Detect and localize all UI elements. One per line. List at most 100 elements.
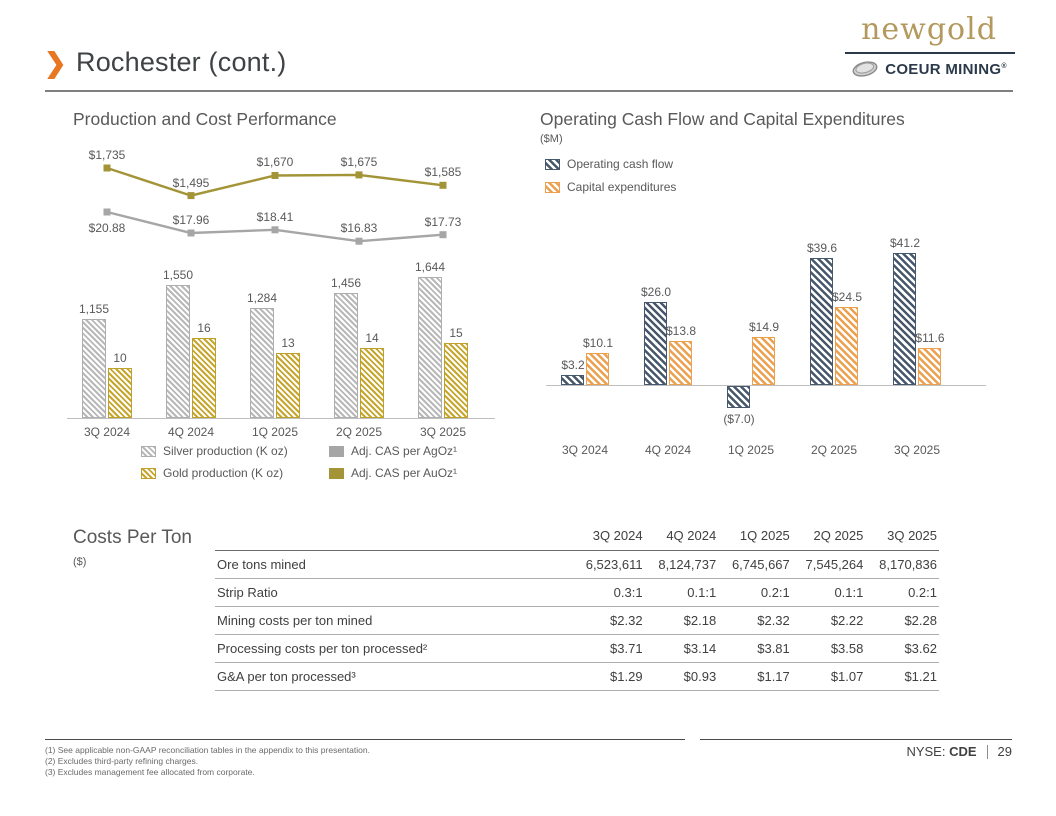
x-axis — [67, 418, 495, 419]
operating-cash-flow-bar — [727, 386, 750, 408]
x-axis — [546, 385, 986, 386]
coeur-logo: COEUR MINING® — [843, 59, 1015, 79]
x-axis-label: 2Q 2025 — [335, 425, 383, 439]
column-header: 3Q 2025 — [865, 524, 939, 551]
cashflow-chart-subtitle: ($M) — [540, 133, 563, 145]
x-axis-label: 1Q 2025 — [727, 443, 775, 457]
operating-cash-flow-swatch — [545, 158, 560, 170]
cas-agoz-value: $20.88 — [88, 221, 126, 235]
coeur-logo-text: COEUR MINING® — [885, 60, 1007, 78]
footnote-1: (1) See applicable non-GAAP reconciliati… — [45, 745, 370, 755]
cell-value: $1.17 — [718, 662, 792, 691]
gold-bar-value: 10 — [113, 351, 127, 365]
silver-bar — [418, 277, 442, 418]
costs-table-subtitle: ($) — [73, 556, 87, 568]
gold-bar — [360, 348, 384, 418]
cell-value: $2.32 — [718, 606, 792, 635]
legend-label: Operating cash flow — [567, 157, 674, 171]
footnotes: (1) See applicable non-GAAP reconciliati… — [45, 745, 370, 778]
cas-auoz-value: $1,670 — [256, 155, 294, 169]
legend-label: Gold production (K oz) — [163, 466, 284, 480]
capital-expenditures-bar — [918, 348, 941, 385]
operating-cash-flow-value: $41.2 — [889, 236, 921, 250]
x-axis-label: 3Q 2024 — [83, 425, 131, 439]
cell-value: $3.58 — [791, 634, 866, 663]
x-axis-label: 1Q 2025 — [251, 425, 299, 439]
table-row: Mining costs per ton mined $2.32 $2.18 $2.3… — [215, 606, 939, 635]
cashflow-legend: Operating cash flow Capital expenditures — [545, 157, 676, 194]
legend-item-cas-auoz: Adj. CAS per AuOz¹ — [329, 466, 457, 480]
column-header: 1Q 2025 — [718, 524, 792, 551]
chevron-icon: ❯ — [44, 48, 67, 78]
gold-bar-value: 16 — [197, 321, 211, 335]
cell-value: $1.29 — [571, 662, 645, 691]
cas-agoz-value: $18.41 — [256, 210, 294, 224]
cas-agoz-swatch — [329, 445, 344, 457]
gold-bar — [276, 353, 300, 418]
cas-agoz-value: $17.96 — [172, 213, 210, 227]
table-row: G&A per ton processed³ $1.29 $0.93 $1.17 $1.… — [215, 662, 939, 691]
cas-auoz-swatch — [329, 467, 344, 479]
silver-bar — [82, 319, 106, 418]
cas-agoz-line-marker — [103, 208, 111, 216]
cell-value: $3.14 — [644, 634, 719, 663]
page-number: 29 — [997, 744, 1012, 759]
capital-expenditures-swatch — [545, 181, 560, 193]
capital-expenditures-value: $24.5 — [831, 290, 863, 304]
ticker-label: NYSE: — [906, 744, 946, 759]
silver-bar — [166, 285, 190, 418]
cas-auoz-value: $1,495 — [172, 176, 210, 190]
coin-icon — [852, 61, 878, 77]
newgold-logo: newgold — [843, 13, 1015, 46]
legend-item-cas-agoz: Adj. CAS per AgOz¹ — [329, 444, 457, 458]
silver-bar-value: 1,456 — [330, 276, 362, 290]
capital-expenditures-value: $11.6 — [915, 331, 945, 345]
cell-value: $2.28 — [865, 606, 939, 635]
ticker-symbol: CDE — [949, 744, 977, 759]
cell-value: $3.71 — [571, 634, 645, 663]
production-legend: Silver production (K oz) Adj. CAS per Ag… — [141, 444, 457, 480]
cashflow-chart: $3.2 $10.1 3Q 2024 $26.0 $13.8 4Q 2024 ($7.0) $… — [540, 200, 992, 465]
footer-rule-right — [700, 739, 1012, 740]
x-axis-label: 4Q 2024 — [644, 443, 692, 457]
operating-cash-flow-value: ($7.0) — [723, 412, 755, 426]
footnote-3: (3) Excludes management fee allocated fr… — [45, 767, 255, 777]
row-label: Ore tons mined — [215, 550, 571, 579]
cell-value: 0.1:1 — [644, 578, 719, 607]
footnote-2: (2) Excludes third-party refining charge… — [45, 756, 199, 766]
cell-value: 0.2:1 — [718, 578, 792, 607]
column-header: 4Q 2024 — [644, 524, 719, 551]
header-rule — [45, 90, 1013, 92]
row-label: Mining costs per ton mined — [215, 606, 571, 635]
gold-production-swatch — [141, 467, 156, 479]
capital-expenditures-bar — [752, 337, 775, 385]
operating-cash-flow-bar — [810, 258, 833, 385]
legend-item-silver-production: Silver production (K oz) — [141, 444, 329, 458]
silver-bar-value: 1,644 — [414, 260, 446, 274]
capital-expenditures-bar — [835, 307, 858, 385]
cas-auoz-line-marker — [103, 164, 111, 172]
table-row: Processing costs per ton processed² $3.71… — [215, 634, 939, 663]
cell-value: $1.07 — [791, 662, 866, 691]
cas-auoz-line-marker — [439, 181, 447, 189]
x-axis-label: 3Q 2025 — [893, 443, 941, 457]
legend-item-gold-production: Gold production (K oz) — [141, 466, 329, 480]
x-axis-label: 3Q 2024 — [561, 443, 609, 457]
legend-item-capital-expenditures: Capital expenditures — [545, 180, 676, 194]
cas-auoz-value: $1,675 — [340, 155, 378, 169]
cell-value: 6,745,667 — [718, 550, 792, 579]
cell-value: 6,523,611 — [571, 550, 645, 579]
row-label: Processing costs per ton processed² — [215, 634, 571, 663]
silver-production-swatch — [141, 445, 156, 457]
cell-value: 7,545,264 — [791, 550, 866, 579]
operating-cash-flow-value: $3.2 — [561, 358, 585, 372]
gold-bar — [108, 368, 132, 418]
registered-mark: ® — [1001, 62, 1007, 70]
cas-auoz-line-marker — [271, 172, 279, 179]
cashflow-chart-title: Operating Cash Flow and Capital Expendit… — [540, 109, 905, 129]
capital-expenditures-value: $14.9 — [748, 320, 780, 334]
cell-value: $2.18 — [644, 606, 719, 635]
table-row: Strip Ratio 0.3:1 0.1:1 0.2:1 0.1:1 0.2:1 — [215, 578, 939, 607]
ticker-divider — [986, 744, 988, 759]
